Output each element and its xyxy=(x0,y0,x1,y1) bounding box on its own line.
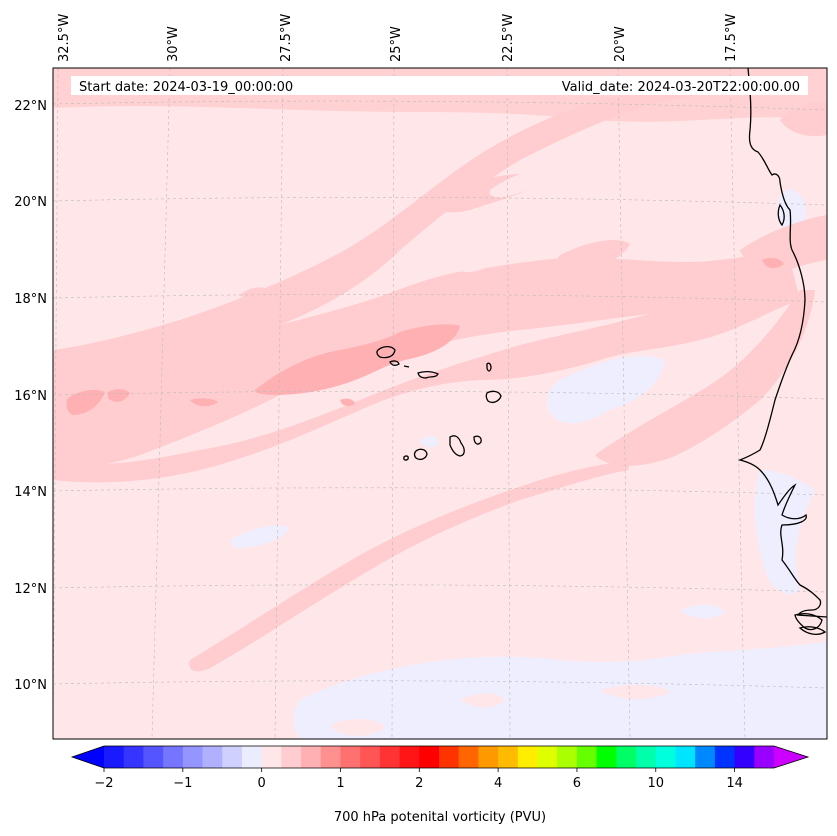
colorbar-cell xyxy=(202,746,223,768)
colorbar-cell xyxy=(576,746,598,768)
lat-label: 10°N xyxy=(14,678,47,693)
colorbar-cell xyxy=(123,746,144,768)
colorbar-over-arrow xyxy=(774,746,808,768)
colorbar-cell xyxy=(714,746,735,768)
colorbar-label: 700 hPa potenital vorticity (PVU) xyxy=(334,810,546,825)
band-gaps xyxy=(440,163,724,273)
colorbar-under-arrow xyxy=(72,746,104,768)
island-sal xyxy=(486,362,492,372)
africa-coastline xyxy=(737,68,827,618)
colorbar-cell xyxy=(616,746,637,768)
header-box xyxy=(71,76,808,95)
colorbar-cell xyxy=(320,746,341,768)
colorbar-cell xyxy=(537,746,558,768)
colorbar-cell xyxy=(104,746,125,768)
colorbar-cell xyxy=(399,746,420,768)
island-maio xyxy=(473,435,482,445)
colorbar-cell xyxy=(419,746,440,768)
colorbar-cell xyxy=(517,746,538,768)
island-santa-luzia xyxy=(403,365,410,368)
pink-gaps xyxy=(330,684,670,736)
colorbar-cell xyxy=(557,746,578,768)
pv-field xyxy=(53,68,827,739)
colorbar-tick-label: 1 xyxy=(336,776,344,791)
map-frame xyxy=(52,67,828,740)
colorbar-cell xyxy=(182,746,203,768)
lon-label: 32.5°W xyxy=(57,14,72,62)
island-santo-antao xyxy=(376,345,396,359)
colorbar-cell xyxy=(498,746,519,768)
colorbar-tick-label: 6 xyxy=(573,776,581,791)
colorbar-cells xyxy=(104,746,775,768)
colorbar-cell xyxy=(379,746,400,768)
colorbar-tick-label: −1 xyxy=(173,776,192,791)
colorbar-cell xyxy=(261,746,282,768)
colorbar-cell xyxy=(675,746,696,768)
lat-label: 16°N xyxy=(14,389,47,404)
lon-label: 20°W xyxy=(613,26,628,62)
longitude-labels: 32.5°W 30°W 27.5°W 25°W 22.5°W 20°W 17.5… xyxy=(57,14,739,62)
colorbar-cell xyxy=(222,746,243,768)
cape-verde-islands xyxy=(376,345,502,461)
lat-label: 22°N xyxy=(14,99,47,114)
colorbar-cell xyxy=(360,746,381,768)
colorbar-cell xyxy=(281,746,302,768)
lat-label: 18°N xyxy=(14,292,47,307)
negative-pv-patches xyxy=(230,189,827,739)
colorbar-cell xyxy=(478,746,499,768)
colorbar-cell xyxy=(163,746,184,768)
colorbar-cell xyxy=(241,746,263,768)
colorbar-cell xyxy=(143,746,164,768)
lat-label: 12°N xyxy=(14,582,47,597)
graticule xyxy=(53,68,827,739)
colorbar-cell xyxy=(458,746,479,768)
island-boa-vista xyxy=(485,390,502,403)
colorbar-tick-label: 2 xyxy=(415,776,423,791)
island-brava xyxy=(403,455,409,461)
lon-label: 17.5°W xyxy=(724,14,739,62)
start-date-label: Start date: 2024-03-19_00:00:00 xyxy=(79,80,293,95)
colorbar-tick-label: 10 xyxy=(647,776,664,791)
colorbar-cell xyxy=(439,746,460,768)
colorbar-cell xyxy=(340,746,361,768)
island-fogo xyxy=(413,448,428,461)
colorbar-cell xyxy=(301,746,322,768)
latitude-labels: 22°N 20°N 18°N 16°N 14°N 12°N 10°N xyxy=(14,99,47,693)
colorbar-cell xyxy=(734,746,755,768)
lat-label: 14°N xyxy=(14,485,47,500)
colorbar: −2 −1 0 1 2 4 6 10 14 700 hPa potenital vorticit… xyxy=(70,745,810,825)
coastlines xyxy=(737,68,827,635)
lon-label: 25°W xyxy=(389,26,404,62)
lon-label: 30°W xyxy=(166,26,181,62)
island-santiago xyxy=(449,435,465,457)
colorbar-cell xyxy=(636,746,657,768)
colorbar-cell xyxy=(596,746,617,768)
colorbar-cell xyxy=(695,746,716,768)
colorbar-tick-label: 14 xyxy=(726,776,743,791)
island-sao-nicolau xyxy=(417,370,439,379)
valid-date-label: Valid_date: 2024-03-20T22:00:00.00 xyxy=(562,80,800,95)
lat-label: 20°N xyxy=(14,195,47,210)
colorbar-cell xyxy=(754,746,775,768)
lon-label: 27.5°W xyxy=(279,14,294,62)
pv-band-core xyxy=(66,257,784,415)
colorbar-tick-label: −2 xyxy=(94,776,113,791)
colorbar-cell xyxy=(655,746,676,768)
colorbar-ticks: −2 −1 0 1 2 4 6 10 14 xyxy=(94,768,743,791)
colorbar-tick-label: 4 xyxy=(494,776,502,791)
colorbar-tick-label: 0 xyxy=(258,776,266,791)
lon-label: 22.5°W xyxy=(501,14,516,62)
island-sao-vicente xyxy=(389,360,400,366)
